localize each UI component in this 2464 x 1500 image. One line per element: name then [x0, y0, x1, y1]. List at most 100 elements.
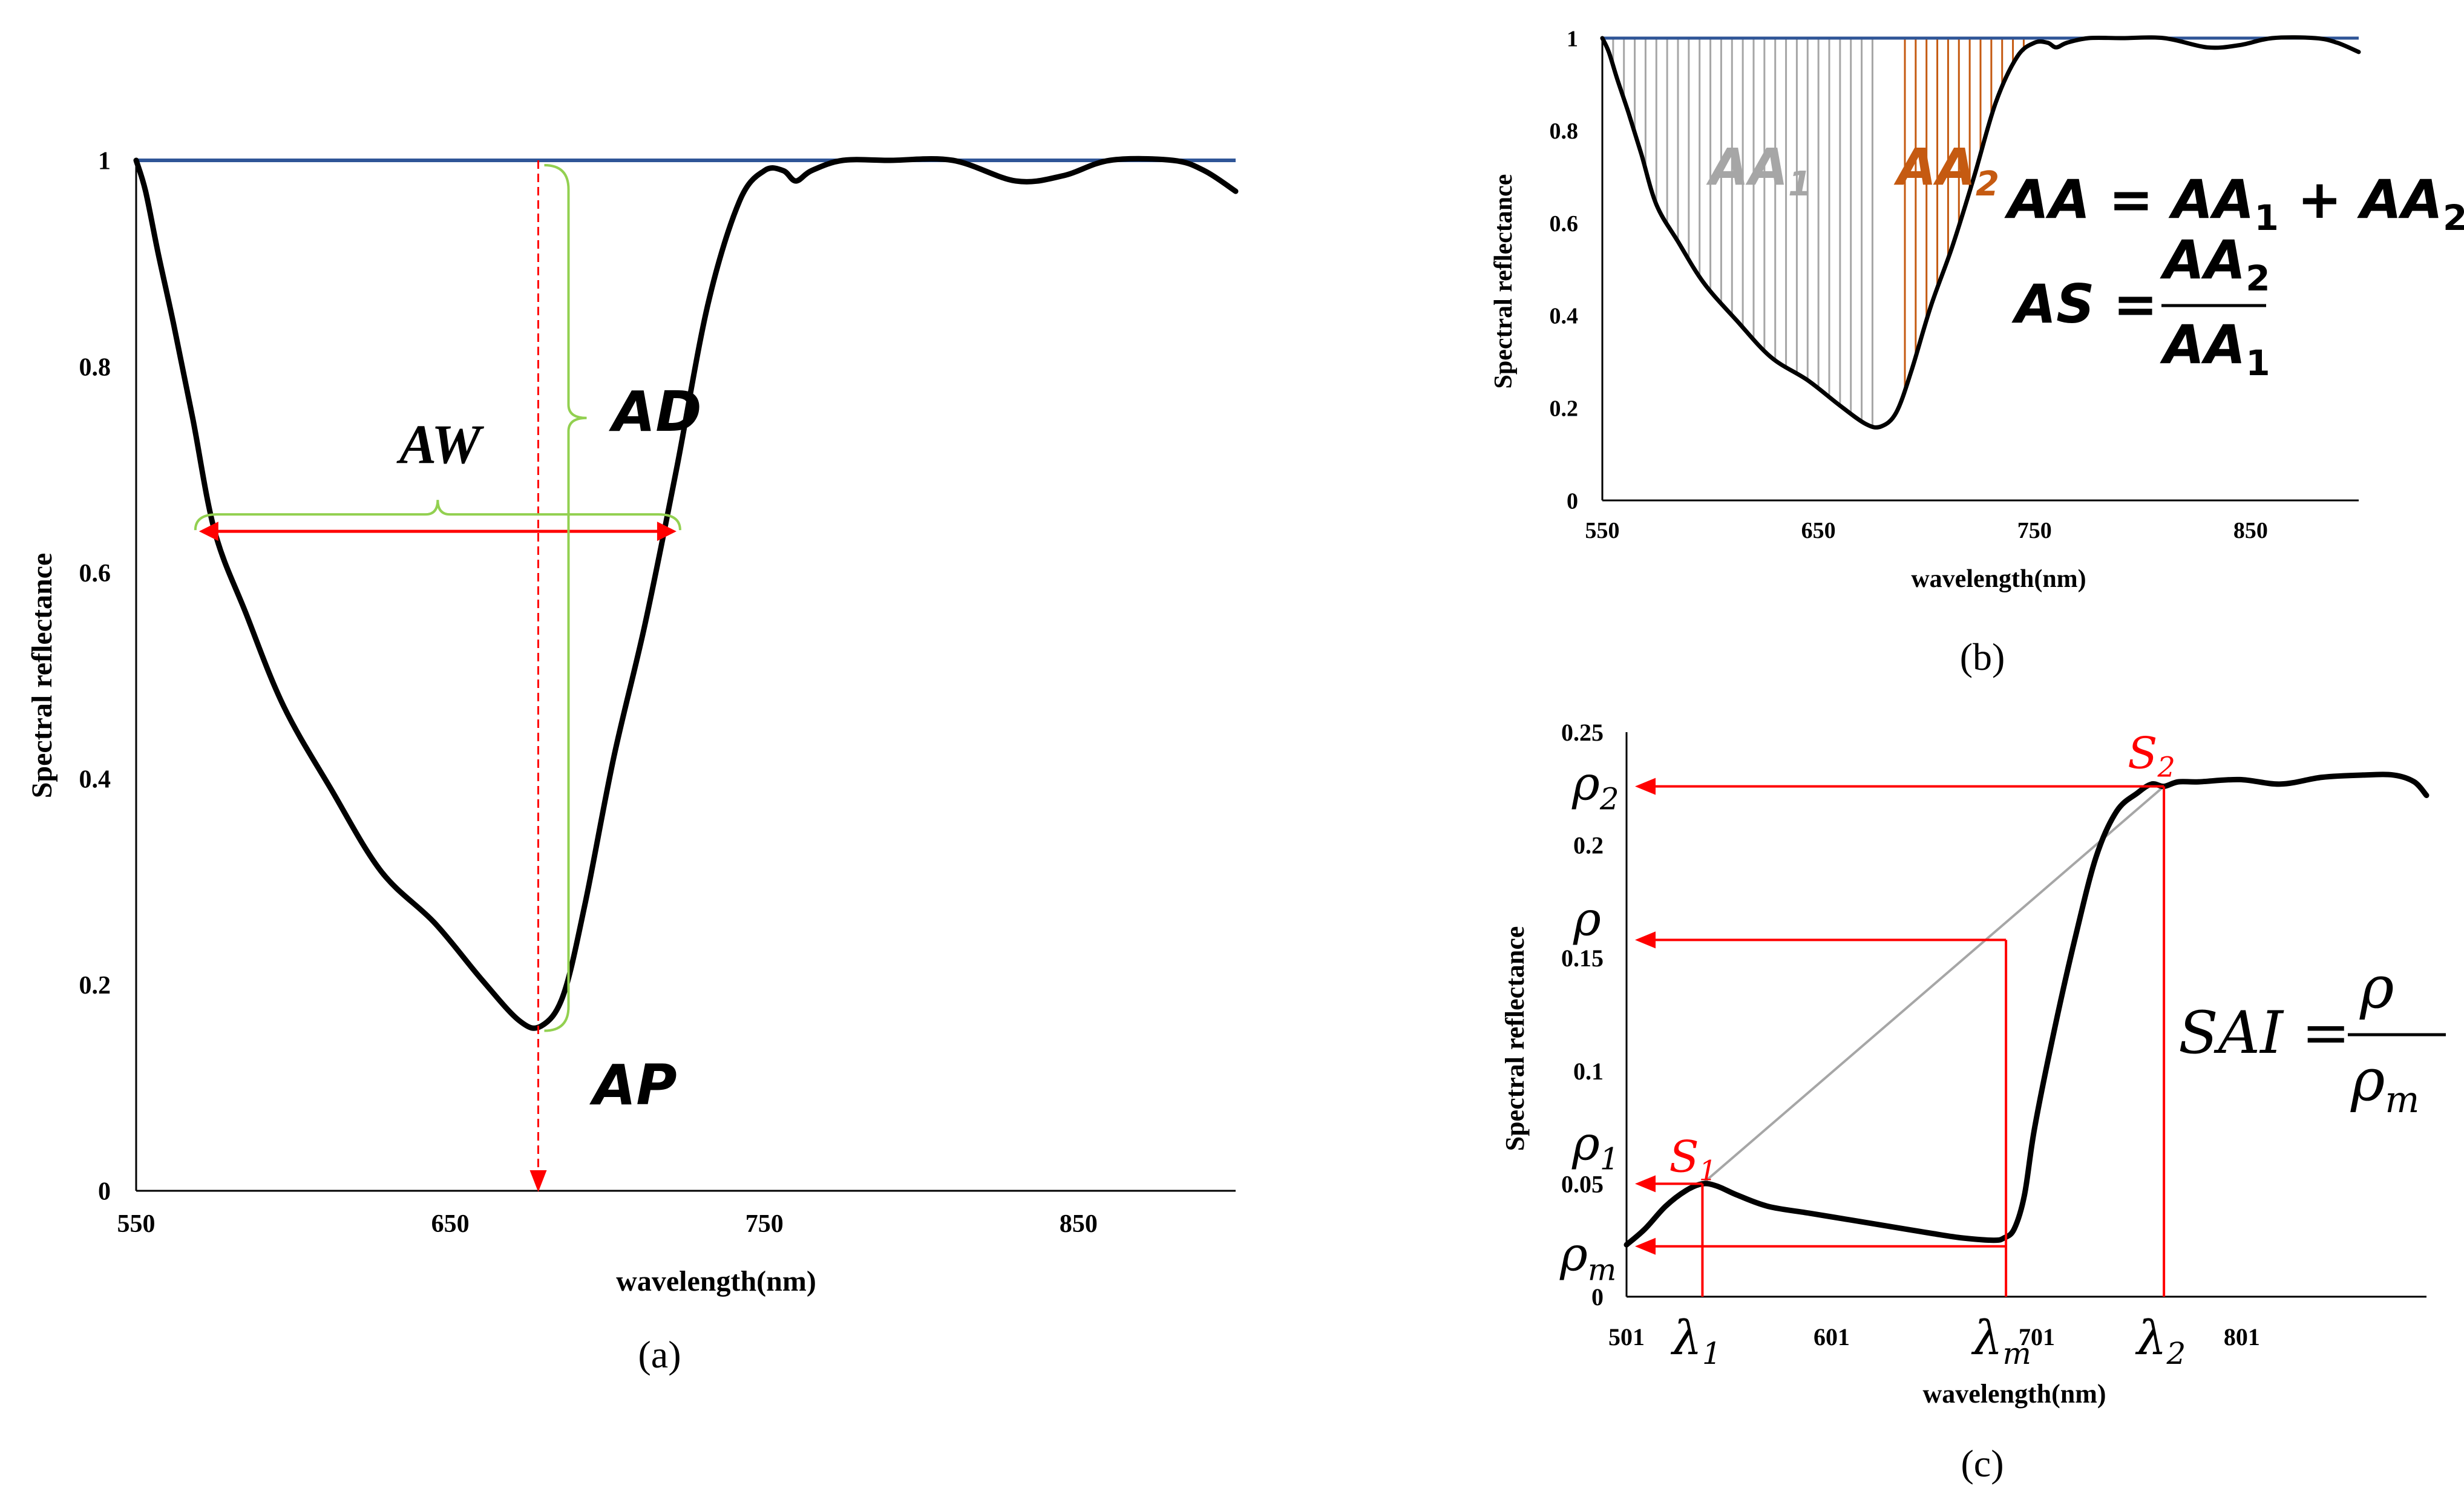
- rho-label: ρ: [1573, 892, 1601, 946]
- aw-label: AW: [396, 413, 485, 475]
- rho1-label-main: ρ: [1571, 1116, 1600, 1171]
- sai-equals: =: [2283, 999, 2350, 1067]
- aw-arrow-left-head: [198, 522, 218, 542]
- panel-a-y-tick-label: 0.8: [79, 353, 111, 381]
- panel-a-x-axis-title: wavelength(nm): [616, 1265, 816, 1297]
- panel-a-y-tick-label: 0.6: [79, 560, 111, 588]
- s1-main: S: [1669, 1131, 1699, 1182]
- aa2-area-label: AA2: [1893, 137, 1999, 204]
- lambdam-label-sub: m: [2003, 1336, 2031, 1371]
- as-num-sub: 2: [2246, 258, 2270, 299]
- panel-label-c: (c): [1961, 1442, 2004, 1485]
- panel-c-y-tick-label: 0.25: [1561, 719, 1604, 746]
- lambda2-label-main: λ: [2135, 1311, 2166, 1366]
- rho2-guide-arrow-head: [1635, 778, 1656, 795]
- sai-lhs: SAI: [2178, 999, 2284, 1067]
- panel-c-y-tick-label: 0: [1591, 1283, 1604, 1311]
- panel-a-x-tick-label: 550: [117, 1210, 156, 1238]
- panel-b-y-tick-label: 0.8: [1550, 119, 1579, 144]
- sai-den-sub: m: [2385, 1079, 2419, 1121]
- rho2-label-sub: 2: [1599, 782, 1619, 817]
- panel-b-y-tick-label: 0.2: [1550, 396, 1579, 422]
- ap-arrow-head: [529, 1170, 547, 1192]
- rho1-label: ρ1: [1571, 1116, 1619, 1176]
- eq-aa1: AA: [2168, 168, 2254, 231]
- rhom-label-main: ρ: [1559, 1228, 1588, 1282]
- aa2-main: AA: [1893, 137, 1976, 197]
- panel-b-y-tick-label: 0: [1567, 488, 1578, 514]
- aw-brace: [194, 500, 681, 531]
- sai-num-main: ρ: [2359, 954, 2394, 1021]
- eq-aa2: AA: [2357, 168, 2443, 231]
- eq-aa: AA: [2004, 168, 2090, 231]
- lambda1-label-sub: 1: [1702, 1336, 1722, 1371]
- rho2-label-main: ρ: [1571, 757, 1600, 811]
- rho1-guide-arrow-head: [1635, 1175, 1656, 1193]
- panel-b-y-axis-title: Spectral reflectance: [1490, 174, 1518, 389]
- s2-label: S2: [2128, 728, 2175, 784]
- aa-equation: AA = AA1 + AA2: [2004, 168, 2464, 238]
- panel-b-x-axis-title: wavelength(nm): [1911, 565, 2086, 593]
- panel-b-x-tick-label: 850: [2233, 518, 2268, 543]
- as-equation: AS =: [2011, 273, 2158, 335]
- panel-a-x-tick-label: 750: [745, 1210, 784, 1238]
- panel-a-y-tick-label: 1: [98, 148, 111, 175]
- aa1-main: AA: [1706, 137, 1788, 197]
- panel-a-y-tick-label: 0: [98, 1178, 111, 1206]
- lambda2-label: λ2: [2135, 1311, 2186, 1371]
- panel-b-y-tick-label: 0.6: [1550, 211, 1579, 237]
- s2-sub: 2: [2157, 751, 2175, 784]
- panel-a-y-axis-title: Spectral reflectance: [26, 553, 58, 799]
- eq-aa1-sub: 1: [2254, 197, 2278, 238]
- eq-plus: +: [2279, 168, 2361, 231]
- rho-label-main: ρ: [1573, 892, 1601, 946]
- panel-c-y-tick-label: 0.1: [1573, 1058, 1604, 1085]
- lambdam-label: λm: [1971, 1311, 2031, 1371]
- as-den-main: AA: [2160, 313, 2246, 376]
- eq-equals: =: [2090, 168, 2172, 231]
- sai-numerator: ρ: [2359, 954, 2394, 1021]
- panel-c-y-tick-label: 0.2: [1573, 832, 1604, 859]
- lambda1-label: λ1: [1670, 1311, 1721, 1371]
- as-den-sub: 1: [2246, 342, 2270, 384]
- lambda2-label-sub: 2: [2166, 1336, 2186, 1371]
- panel-c-x-axis-title: wavelength(nm): [1922, 1379, 2106, 1409]
- sai-den-main: ρ: [2350, 1046, 2385, 1114]
- reflectance-curve: [1624, 771, 2430, 1248]
- sai-denominator: ρm: [2350, 1046, 2419, 1121]
- panel-b-x-tick-label: 650: [1801, 518, 1836, 543]
- ap-label: AP: [589, 1053, 677, 1118]
- rhom-label-sub: m: [1588, 1253, 1616, 1288]
- panel-a-x-tick-label: 850: [1060, 1210, 1098, 1238]
- panel-a-x-tick-label: 650: [431, 1210, 470, 1238]
- panel-a-chart: 550 650 750 850 0 0.2 0.4 0.6 0.8 1 wavelength(nm)…: [26, 148, 1239, 1297]
- panel-b-chart: 550 650 750 850 0 0.2 0.4 0.6 0.8 1 wavelength(nm)…: [1490, 26, 2464, 593]
- aa1-sub: 1: [1788, 165, 1812, 204]
- as-equals: =: [2094, 273, 2157, 335]
- as-numerator: AA2: [2160, 229, 2270, 299]
- panel-c-chart: 501 601 701 801 0 0.05 0.1 0.15 0.2 0.25 wavelengt…: [1500, 719, 2446, 1409]
- rho1-label-sub: 1: [1600, 1141, 1619, 1176]
- aa2-sub: 2: [1976, 165, 1999, 204]
- as-lhs: AS: [2011, 273, 2094, 335]
- panel-c-x-tick-label: 701: [2019, 1323, 2055, 1351]
- aw-arrow-right-head: [657, 522, 677, 542]
- reflectance-curve: [133, 156, 1239, 1031]
- s1-sub: 1: [1699, 1154, 1717, 1187]
- panel-c-x-tick-label: 601: [1814, 1323, 1850, 1351]
- panel-b-y-tick-label: 0.4: [1550, 304, 1579, 329]
- rhom-guide-arrow-head: [1635, 1237, 1656, 1255]
- chord-line: [1702, 785, 2165, 1185]
- as-num-main: AA: [2160, 229, 2246, 291]
- ad-brace: [544, 164, 587, 1032]
- panel-c-y-axis-title: Spectral reflectance: [1500, 926, 1530, 1151]
- rho2-label: ρ2: [1571, 757, 1619, 817]
- sai-equation: SAI =: [2178, 999, 2350, 1067]
- panel-c-y-tick-label: 0.05: [1561, 1170, 1604, 1197]
- eq-aa2-sub: 2: [2443, 197, 2464, 238]
- s2-main: S: [2128, 728, 2157, 779]
- panel-b-y-tick-label: 1: [1567, 26, 1578, 51]
- s1-label: S1: [1669, 1131, 1717, 1187]
- panel-c-y-tick-label: 0.15: [1561, 945, 1604, 972]
